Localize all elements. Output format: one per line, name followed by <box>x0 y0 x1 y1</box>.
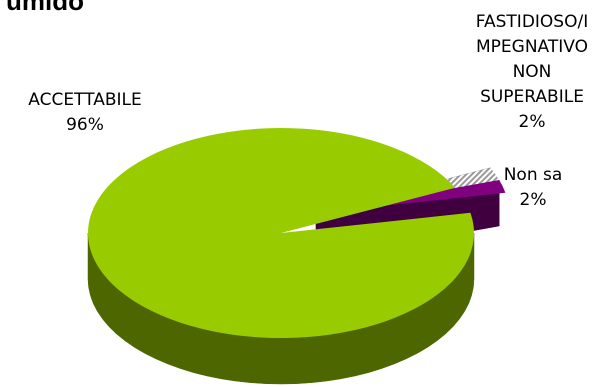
slice-name-fastidioso-line-3: NON <box>512 62 552 82</box>
slice-label-fastidioso: FASTIDIOSO/I MPEGNATIVO NON SUPERABILE 2… <box>462 10 602 135</box>
slice-value-fastidioso: 2% <box>518 112 546 132</box>
slice-name-fastidioso-line-1: FASTIDIOSO/I <box>475 12 589 32</box>
slice-name-accettabile: ACCETTABILE <box>28 90 142 110</box>
slice-name-fastidioso-line-2: MPEGNATIVO <box>476 37 588 57</box>
chart-title: umido <box>6 0 84 16</box>
slice-label-accettabile: ACCETTABILE 96% <box>10 88 160 138</box>
slice-value-non-sa: 2% <box>519 190 547 210</box>
slice-name-fastidioso-line-4: SUPERABILE <box>480 87 584 107</box>
slice-value-accettabile: 96% <box>66 115 104 135</box>
slice-label-non-sa: Non sa 2% <box>488 163 578 213</box>
slice-accettabile <box>88 128 475 339</box>
slice-name-non-sa: Non sa <box>503 165 563 185</box>
